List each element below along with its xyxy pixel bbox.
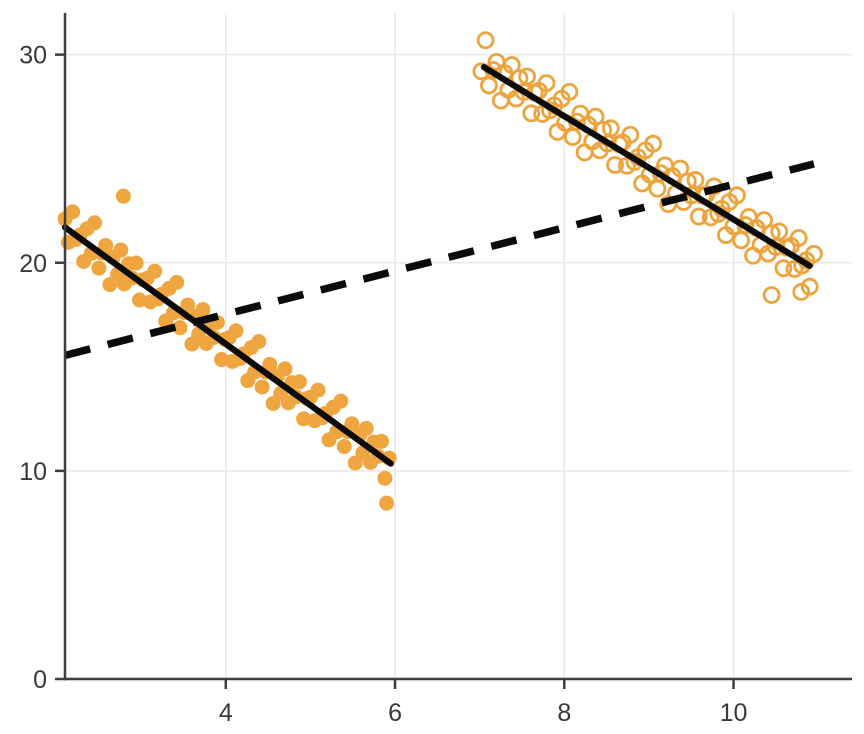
data-point-group-1-filled — [291, 374, 307, 390]
data-point-group-1-filled — [228, 323, 244, 339]
data-point-group-2-hollow — [480, 76, 498, 95]
fit-line-group-2 — [480, 64, 813, 269]
data-point-group-1-filled — [147, 263, 163, 279]
data-point-group-1-filled — [98, 237, 114, 253]
data-point-group-1-filled — [251, 334, 267, 350]
data-point-group-2-hollow — [560, 82, 579, 101]
data-point-group-2-hollow — [601, 119, 620, 138]
data-point-group-1-filled — [310, 382, 326, 398]
data-point-group-2-hollow — [792, 282, 811, 301]
data-point-group-2-hollow — [518, 67, 536, 86]
data-point-group-2-hollow — [644, 134, 663, 153]
data-point-group-1-filled — [379, 495, 395, 511]
data-point-group-1-filled — [87, 215, 103, 231]
data-point-group-1-filled — [333, 393, 349, 409]
y-tick-label: 30 — [19, 42, 47, 70]
data-point-group-1-filled — [91, 260, 107, 276]
data-point-group-2-hollow — [770, 222, 789, 241]
data-point-group-2-hollow — [586, 107, 605, 126]
data-point-group-1-filled — [254, 379, 270, 395]
data-point-group-1-filled — [195, 302, 211, 318]
x-tick-label: 6 — [388, 699, 402, 727]
y-tick-label: 10 — [19, 458, 47, 486]
y-tick-label: 0 — [33, 666, 47, 694]
data-point-group-1-filled — [113, 242, 129, 258]
data-point-group-1-filled — [180, 297, 196, 313]
data-point-group-1-filled — [102, 277, 118, 293]
data-point-group-1-filled — [358, 420, 374, 436]
data-point-group-2-hollow — [755, 211, 773, 229]
data-point-group-1-filled — [65, 204, 81, 220]
data-point-group-2-hollow — [606, 156, 624, 174]
data-point-group-1-filled — [347, 455, 363, 471]
fit-line-group-1 — [61, 224, 394, 467]
data-point-group-1-filled — [373, 433, 389, 449]
data-point-group-2-hollow — [689, 207, 708, 226]
gridlines — [65, 13, 852, 679]
data-point-group-1-filled — [377, 470, 393, 486]
data-point-group-2-hollow — [728, 186, 746, 205]
data-point-group-2-hollow — [774, 259, 793, 278]
x-tick-label: 8 — [557, 699, 571, 727]
data-point-group-1-filled — [265, 395, 281, 411]
data-point-group-1-filled — [128, 255, 144, 271]
data-point-group-2-hollow — [789, 229, 808, 247]
y-tick-label: 20 — [19, 250, 47, 278]
data-point-group-1-filled — [115, 188, 131, 204]
data-point-group-2-hollow — [686, 171, 705, 189]
data-point-group-2-hollow — [563, 128, 582, 146]
data-point-group-2-hollow — [502, 56, 521, 74]
data-point-group-2-hollow — [671, 159, 690, 178]
x-tick-label: 10 — [720, 699, 748, 727]
data-point-group-2-hollow — [522, 104, 541, 123]
data-point-group-1-filled — [172, 320, 188, 336]
data-point-group-2-hollow — [621, 125, 640, 144]
data-point-group-2-hollow — [537, 74, 556, 93]
data-point-group-2-hollow — [476, 31, 495, 50]
data-point-group-1-filled — [344, 416, 360, 432]
axes: 0 10 20 30 4 6 8 10 — [19, 13, 852, 727]
data-point-group-1-filled — [262, 356, 278, 372]
data-point-group-1-filled — [336, 439, 352, 455]
x-tick-label: 4 — [219, 699, 233, 727]
data-point-group-2-hollow — [805, 244, 823, 263]
data-point-group-1-filled — [277, 361, 293, 377]
data-point-group-1-filled — [169, 274, 185, 290]
data-point-group-2-hollow — [762, 286, 781, 304]
